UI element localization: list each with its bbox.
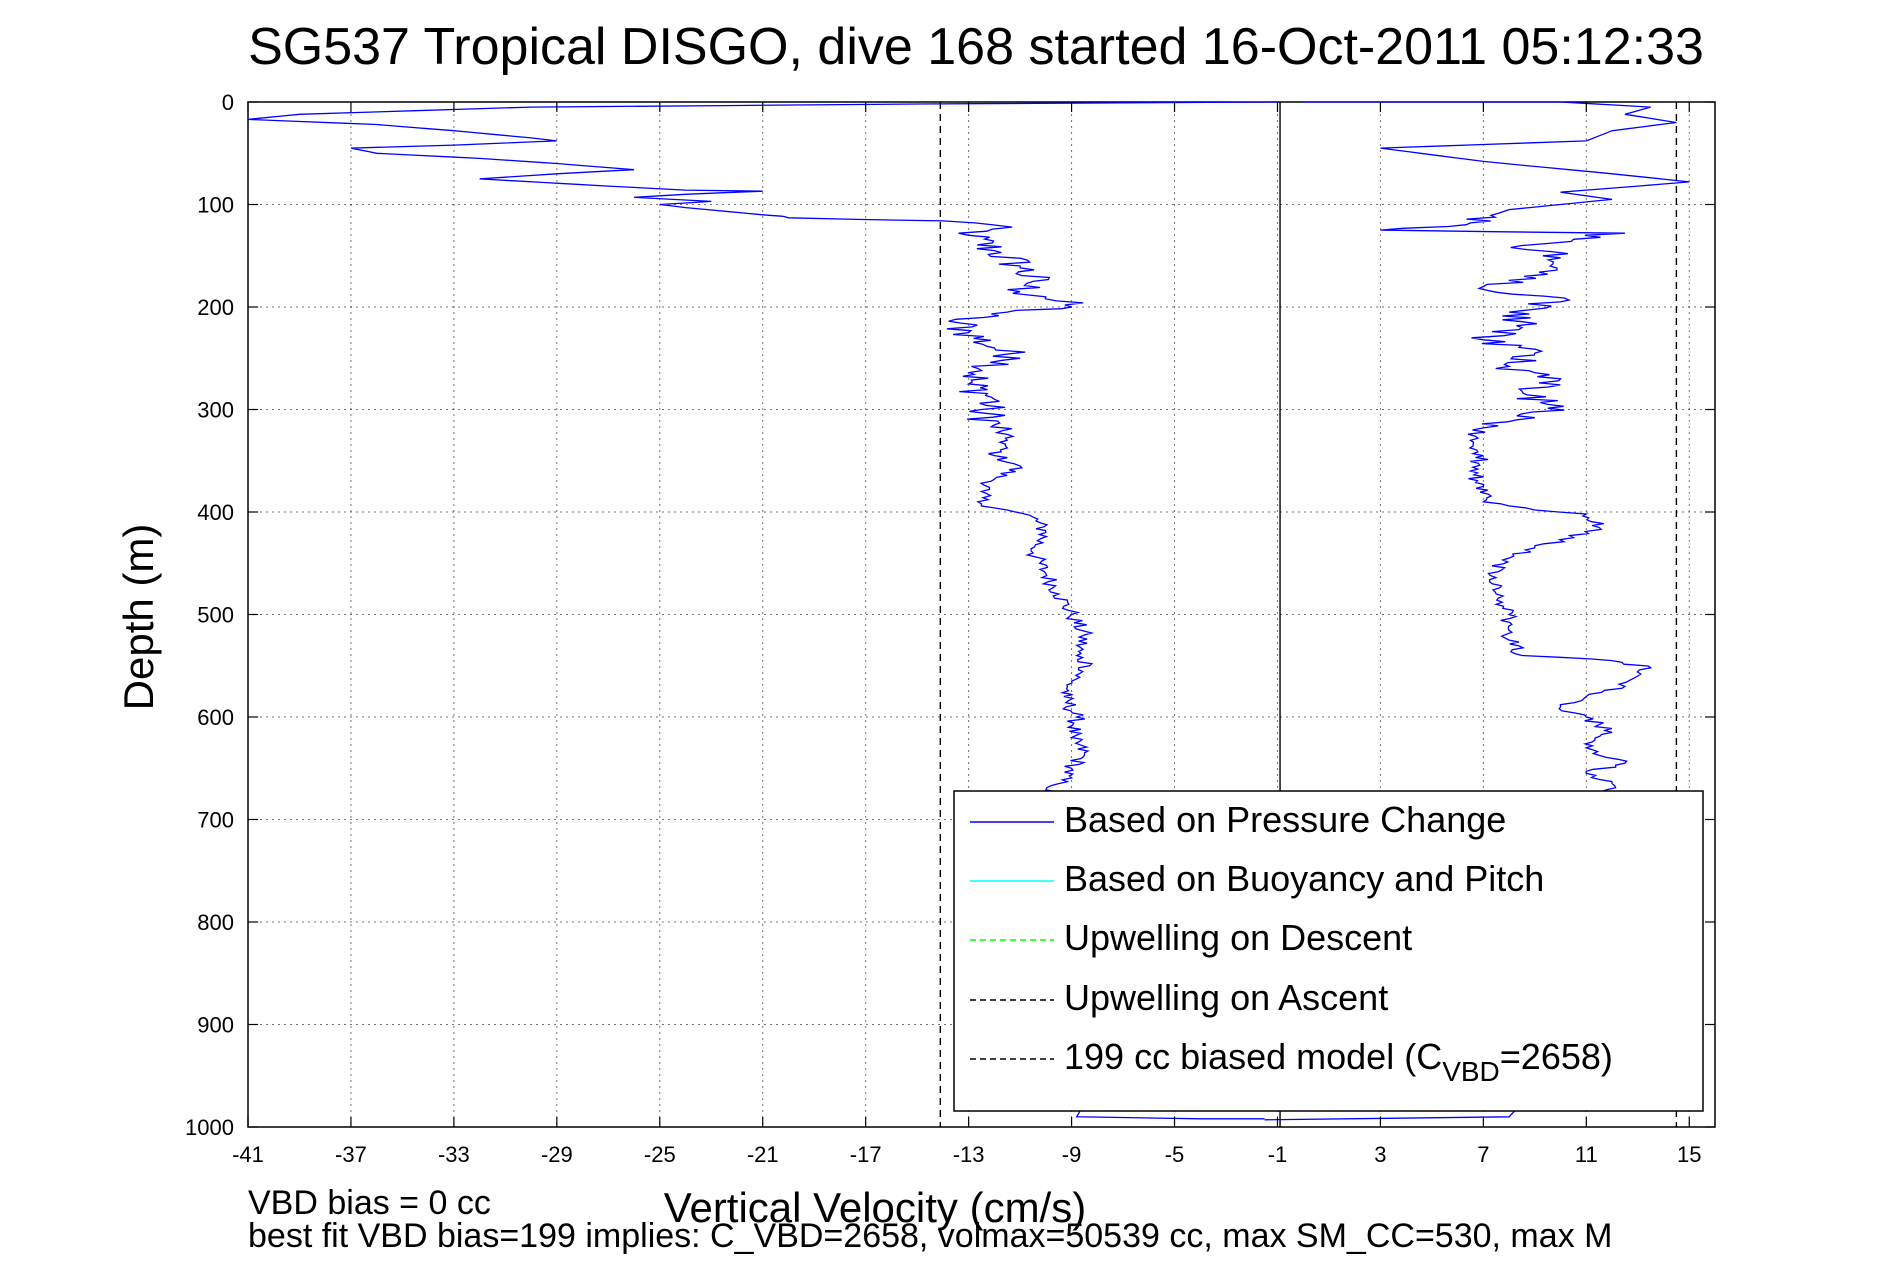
x-tick-label: -41 bbox=[232, 1142, 264, 1167]
y-tick-label: 800 bbox=[197, 910, 234, 935]
legend-label: Based on Buoyancy and Pitch bbox=[1064, 858, 1544, 899]
series bbox=[247, 101, 1690, 1121]
x-ticks: -41 -37 -33 -29 -25 -21 -17 -13 -9 -5 -1 3 7 11 15 bbox=[232, 102, 1702, 1167]
y-tick-label: 300 bbox=[197, 398, 234, 423]
chart-title: SG537 Tropical DISGO, dive 168 started 1… bbox=[248, 18, 1704, 76]
x-tick-label: -25 bbox=[644, 1142, 676, 1167]
y-tick-label: 100 bbox=[197, 193, 234, 218]
x-tick-label: 3 bbox=[1374, 1142, 1386, 1167]
y-tick-label: 0 bbox=[222, 90, 234, 115]
x-tick-label: -9 bbox=[1062, 1142, 1082, 1167]
annotation-vbd-bias: VBD bias = 0 cc bbox=[248, 1184, 491, 1222]
annotation-best-fit: best fit VBD bias=199 implies: C_VBD=265… bbox=[248, 1217, 1612, 1255]
legend: Based on Pressure Change Based on Buoyanc… bbox=[953, 790, 1704, 1112]
y-tick-label: 700 bbox=[197, 808, 234, 833]
series-line-descent bbox=[247, 101, 1278, 1120]
x-tick-label: -13 bbox=[953, 1142, 985, 1167]
legend-label: 199 cc biased model (CVBD=2658) bbox=[1064, 1036, 1613, 1087]
series-line-ascent bbox=[1264, 101, 1690, 1121]
x-tick-label: -1 bbox=[1268, 1142, 1288, 1167]
y-tick-label: 200 bbox=[197, 295, 234, 320]
y-ticks: 0 100 200 300 400 500 600 700 800 900 1000 bbox=[185, 90, 1715, 1140]
y-tick-label: 600 bbox=[197, 705, 234, 730]
x-axis-label: Vertical Velocity (cm/s) bbox=[664, 1184, 1086, 1231]
legend-label: Upwelling on Descent bbox=[1064, 917, 1412, 958]
x-tick-label: 11 bbox=[1575, 1142, 1598, 1167]
x-tick-label: -5 bbox=[1165, 1142, 1185, 1167]
x-tick-label: -21 bbox=[747, 1142, 779, 1167]
y-axis-label: Depth (m) bbox=[115, 524, 162, 711]
legend-label: Upwelling on Ascent bbox=[1064, 977, 1388, 1018]
x-tick-label: 15 bbox=[1677, 1142, 1701, 1167]
x-tick-label: 7 bbox=[1477, 1142, 1489, 1167]
y-tick-label: 1000 bbox=[185, 1115, 234, 1140]
x-tick-label: -37 bbox=[335, 1142, 367, 1167]
x-tick-label: -33 bbox=[438, 1142, 470, 1167]
y-tick-label: 500 bbox=[197, 603, 234, 628]
x-tick-label: -17 bbox=[850, 1142, 882, 1167]
y-tick-label: 400 bbox=[197, 500, 234, 525]
legend-label: Based on Pressure Change bbox=[1064, 799, 1506, 840]
y-tick-label: 900 bbox=[197, 1013, 234, 1038]
x-tick-label: -29 bbox=[541, 1142, 573, 1167]
legend-box bbox=[953, 790, 1704, 1112]
